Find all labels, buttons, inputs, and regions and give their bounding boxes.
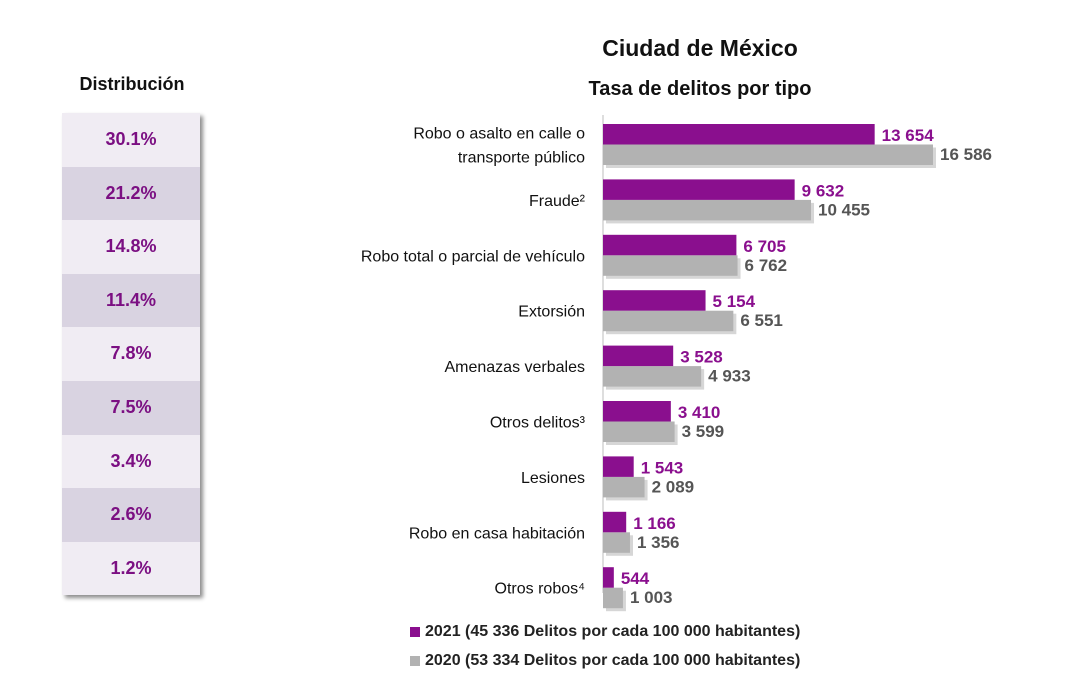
data-label-2020: 10 455 <box>818 200 870 219</box>
data-label-2021: 3 528 <box>680 348 723 367</box>
legend-swatch-2021 <box>410 627 420 637</box>
category-label: Fraude² <box>529 193 586 210</box>
data-label-2021: 13 654 <box>882 126 935 145</box>
data-label-2020: 1 356 <box>637 533 680 552</box>
bar-2020 <box>603 587 623 609</box>
chart-title: Ciudad de México <box>602 35 798 61</box>
legend-label-2021: 2021 (45 336 Delitos por cada 100 000 ha… <box>425 623 801 640</box>
bar-2020 <box>603 255 738 276</box>
data-label-2020: 4 933 <box>708 367 751 386</box>
legend-swatch-2020 <box>410 656 420 666</box>
bar-2021 <box>603 456 634 477</box>
category-label: Robo total o parcial de vehículo <box>361 248 585 265</box>
data-label-2020: 16 586 <box>940 145 992 164</box>
data-label-2020: 2 089 <box>652 477 695 496</box>
bar-2021 <box>603 179 795 200</box>
bar-2020 <box>603 310 734 332</box>
data-label-2021: 6 705 <box>743 237 786 256</box>
bar-2020 <box>603 144 933 165</box>
distribution-cell: 11.4% <box>62 273 200 328</box>
bar-2021 <box>603 511 627 533</box>
legend-item-2021: 2021 (45 336 Delitos por cada 100 000 ha… <box>410 623 800 641</box>
bar-2021 <box>603 290 706 311</box>
bar-2020 <box>603 476 645 498</box>
bar-2021 <box>603 401 671 422</box>
distribution-cell: 7.8% <box>62 327 200 381</box>
distribution-cell: 30.1% <box>62 113 200 167</box>
category-label: Amenazas verbales <box>444 359 585 376</box>
category-label: Lesiones <box>521 470 585 487</box>
bar-2020 <box>603 532 630 553</box>
data-label-2021: 544 <box>621 569 650 588</box>
distribution-cell: 21.2% <box>62 166 200 221</box>
bar-2021 <box>603 234 737 256</box>
distribution-cell: 1.2% <box>62 541 200 596</box>
data-label-2021: 1 166 <box>633 514 676 533</box>
data-label-2021: 1 543 <box>641 458 684 477</box>
data-label-2021: 9 632 <box>802 181 845 200</box>
distribution-cell: 14.8% <box>62 220 200 274</box>
bar-2020 <box>603 199 812 221</box>
bar-2020 <box>603 421 675 442</box>
category-label: Robo o asalto en calle o <box>413 126 585 143</box>
data-label-2021: 5 154 <box>713 292 756 311</box>
bar-2021 <box>603 345 674 367</box>
bar-2021 <box>603 124 875 145</box>
data-label-2021: 3 410 <box>678 403 721 422</box>
distribution-title: Distribución <box>79 74 185 94</box>
distribution-cell: 3.4% <box>62 434 200 489</box>
data-label-2020: 6 762 <box>745 256 788 275</box>
category-label: Otros delitos³ <box>490 415 586 432</box>
distribution-panel: 30.1% 21.2% 14.8% 11.4% 7.8% 7.5% 3.4% 2.6% 1.2% <box>62 113 200 596</box>
data-label-2020: 6 551 <box>740 311 783 330</box>
distribution-cell: 2.6% <box>62 488 200 542</box>
distribution-cell: 7.5% <box>62 380 200 435</box>
category-label: Otros robos⁴ <box>495 581 586 598</box>
legend-label-2020: 2020 (53 334 Delitos por cada 100 000 ha… <box>425 652 801 669</box>
category-label: Robo en casa habitación <box>409 525 585 542</box>
chart-subtitle: Tasa de delitos por tipo <box>588 78 812 100</box>
data-label-2020: 1 003 <box>630 588 673 607</box>
category-label: Extorsión <box>518 304 585 321</box>
bar-2021 <box>603 567 614 588</box>
legend-item-2020: 2020 (53 334 Delitos por cada 100 000 ha… <box>410 652 800 670</box>
category-label: transporte público <box>458 150 585 167</box>
data-label-2020: 3 599 <box>682 422 725 441</box>
bar-2020 <box>603 366 702 387</box>
